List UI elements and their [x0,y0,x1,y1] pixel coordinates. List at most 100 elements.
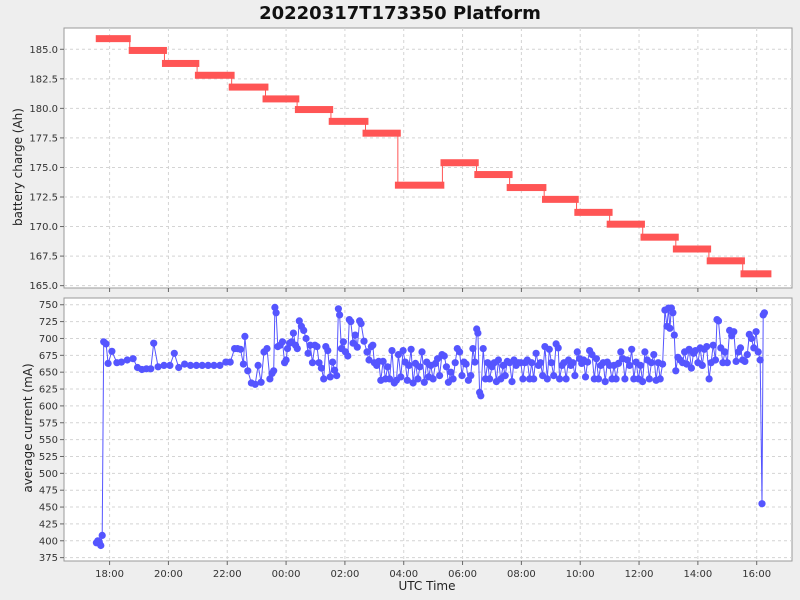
current-data-point [293,345,301,353]
current-data-point [594,375,603,383]
current-data-point [458,372,466,380]
current-data-point [283,345,292,353]
current-data-point [641,348,649,356]
current-data-point [666,324,674,332]
y-tick-label: 182.5 [29,74,58,85]
charge-step-bar [228,83,269,91]
x-tick-label: 10:00 [566,569,595,580]
charge-step-bar [128,46,167,54]
current-data-point [365,356,373,364]
current-data-point [394,351,402,359]
current-data-point [263,345,271,353]
plot-area [63,27,793,289]
current-data-point [331,366,339,374]
current-data-point [650,351,658,359]
chart-title: 20220317T173350 Platform [259,3,541,24]
average-current-panel: 375 400 425 450 475 500 525 550 575 600 625 650 675 7… [39,297,793,565]
x-tick-label: 02:00 [330,569,359,580]
current-data-point [639,378,647,386]
current-data-point [543,375,551,383]
current-data-point [754,348,762,356]
current-data-point [467,372,475,380]
x-tick-label: 20:00 [154,569,183,580]
current-data-point [550,372,558,380]
current-data-point [326,373,334,381]
current-data-point [436,372,444,380]
battery-charge-panel: 165.0 167.5 170.0 172.5 175.0 177.5 180.0 182.5… [29,27,793,292]
charge-step-bar [95,35,131,43]
current-data-point [747,334,756,343]
y-tick-label: 185.0 [29,45,58,56]
current-data-point [556,375,564,383]
current-data-point [420,378,428,386]
charge-step-bar [506,184,547,192]
y-tick-label: 170.0 [29,222,58,233]
current-data-point [315,359,323,367]
current-data-point [703,343,711,351]
current-data-point [239,360,247,368]
current-data-point [304,349,312,357]
current-data-point [471,358,479,366]
current-data-point [569,359,577,367]
current-data-point [645,375,653,383]
current-data-point [592,355,601,363]
current-data-point [756,356,764,364]
current-data-point [181,360,189,368]
current-data-point [519,375,527,383]
current-data-point [429,375,437,383]
current-data-point [736,344,745,352]
current-data-point [469,345,477,353]
current-data-point [317,364,325,372]
x-tick-label: 00:00 [272,569,301,580]
current-data-point [123,356,131,364]
current-data-point [532,349,540,357]
current-data-point [384,363,392,371]
current-data-point [147,365,155,373]
current-data-point [360,337,368,345]
y-tick-label: 575 [39,418,58,429]
current-data-point [670,331,678,339]
current-data-point [501,372,509,380]
charge-step-bar [740,270,772,278]
current-data-point [669,309,677,317]
current-data-point [170,349,178,357]
current-data-point [530,375,538,383]
charge-step-bar [706,257,745,265]
current-data-point [414,375,422,383]
current-data-point [295,317,303,325]
current-data-point [451,359,459,367]
x-tick-label: 14:00 [683,569,712,580]
current-data-point [628,345,636,353]
y-tick-label: 525 [39,452,58,463]
current-data-point [186,361,195,369]
current-data-point [571,372,579,380]
charge-step-bar [194,71,235,79]
y-tick-label: 180.0 [29,104,58,115]
current-data-point [442,363,450,371]
current-data-point [760,309,769,317]
x-tick-label: 12:00 [625,569,654,580]
current-data-point [257,378,265,386]
current-data-point [271,303,279,311]
y-tick-label: 167.5 [29,252,58,263]
x-tick-label: 08:00 [507,569,536,580]
current-data-point [244,367,252,375]
y-tick-label: 650 [39,368,58,379]
average-current-axis-label: average current (mA) [21,363,35,492]
current-data-point [656,375,664,383]
current-data-point [160,361,168,369]
current-data-point [743,351,751,359]
current-data-point [714,317,723,325]
y-tick-label: 750 [39,300,58,311]
current-data-point [334,305,342,313]
current-data-point [711,356,720,364]
current-data-point [545,345,553,353]
current-data-point [741,357,749,365]
current-data-point [266,375,274,383]
current-data-point [300,326,308,334]
x-tick-label: 16:00 [742,569,771,580]
current-data-point [272,309,280,317]
current-data-point [198,361,206,369]
current-data-point [709,341,717,349]
current-data-point [339,338,347,346]
